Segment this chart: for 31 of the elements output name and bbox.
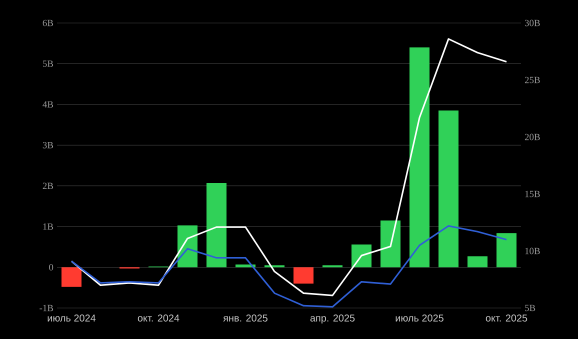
line-series xyxy=(70,38,508,296)
y-tick-label: 2B xyxy=(42,182,54,190)
y2-tick-label: 20B xyxy=(524,134,540,140)
y-tick-label: 5B xyxy=(42,60,54,67)
bar xyxy=(438,110,459,268)
y-tick-label: 3B xyxy=(42,142,54,148)
x-tick-label: июль 2025 xyxy=(396,314,444,322)
y2-tick-label: 25B xyxy=(524,76,540,84)
x-tick-label: окт. 2025 xyxy=(486,314,528,322)
y-tick-label: 0 xyxy=(49,264,54,270)
bar xyxy=(206,183,227,268)
bar xyxy=(468,256,488,268)
bar xyxy=(496,233,517,268)
y2-tick-label: 5B xyxy=(525,304,536,312)
y2-tick-label: 30B xyxy=(524,20,540,26)
x-tick-label: июль 2024 xyxy=(48,314,96,322)
x-tick-label: апр. 2025 xyxy=(310,314,355,324)
bar xyxy=(294,267,314,284)
y2-tick-label: 15B xyxy=(525,190,540,198)
x-tick-label: окт. 2024 xyxy=(138,314,180,322)
y-tick-label: 1B xyxy=(43,223,54,230)
line-series xyxy=(70,225,508,308)
y-tick-label: 6B xyxy=(42,20,54,26)
bar xyxy=(62,267,82,287)
bar xyxy=(410,47,430,268)
bar xyxy=(380,220,401,268)
x-tick-label: янв. 2025 xyxy=(223,314,268,322)
y-tick-label: -1B xyxy=(40,304,54,312)
y2-tick-label: 10B xyxy=(525,248,540,254)
y-tick-label: 4B xyxy=(42,101,54,108)
bar xyxy=(352,244,372,268)
